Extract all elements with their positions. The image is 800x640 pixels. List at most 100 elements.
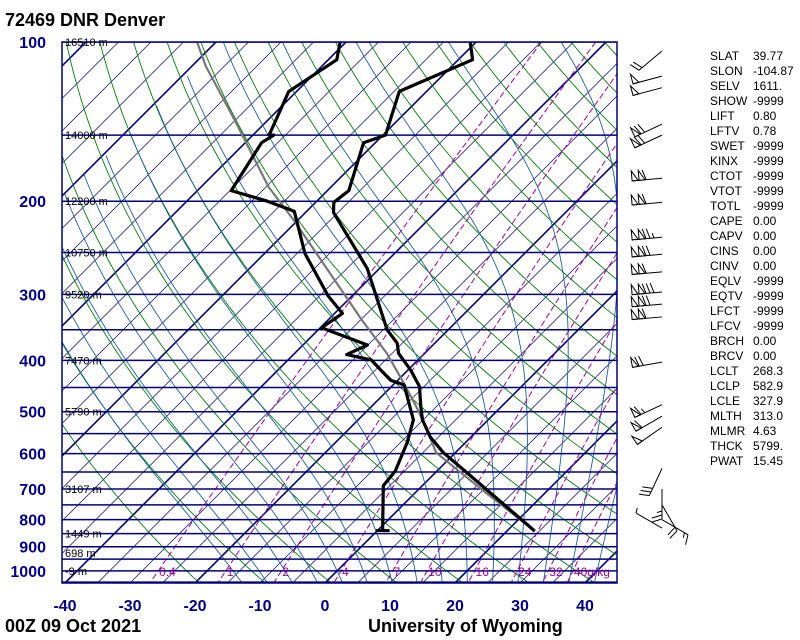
dry-adiabat-line — [65, 42, 464, 583]
mixing-ratio-line — [149, 42, 542, 583]
barb-feather — [638, 355, 644, 366]
wind-barb — [661, 519, 689, 545]
stat-row-lift: LIFT 0.80 — [710, 109, 794, 124]
barb-flag — [637, 282, 646, 295]
mixing-ratio-line — [510, 384, 617, 583]
barb-flag — [630, 282, 640, 296]
stat-value: 582.9 — [753, 379, 784, 393]
barb-flag — [637, 168, 646, 181]
stat-row-mlth: MLTH 313.0 — [710, 409, 794, 424]
barb-feather — [633, 406, 642, 415]
isotherm-line — [618, 42, 800, 583]
dry-adiabat-line — [335, 42, 617, 357]
isotherm-line — [487, 453, 617, 583]
stat-row-eqtv: EQTV -9999 — [710, 289, 794, 304]
barb-feather — [645, 228, 651, 239]
mixing-ratio-label: 16 — [476, 565, 490, 579]
stat-key: LFCV — [710, 319, 741, 333]
barb-flag — [629, 126, 642, 138]
isotherm-line — [227, 193, 617, 583]
stat-value: -9999 — [753, 94, 784, 108]
isotherm-line — [0, 42, 54, 583]
stat-key: EQTV — [710, 289, 743, 303]
moist-adiabat-line — [560, 42, 617, 583]
barb-feather — [637, 135, 646, 144]
stat-key: LCLP — [710, 379, 741, 393]
stat-key: SWET — [710, 139, 745, 153]
wind-barb — [661, 504, 678, 539]
height-label: 3107 m — [65, 484, 102, 496]
stat-key: LFTV — [710, 124, 740, 138]
stat-row-brch: BRCH 0.00 — [710, 334, 794, 349]
dry-adiabat-line — [233, 42, 617, 475]
temperature-tick-label: 20 — [446, 598, 464, 615]
mixing-ratio-line — [333, 142, 617, 583]
stat-value: 4.63 — [753, 424, 777, 438]
isotherm-line — [162, 128, 617, 583]
stat-row-slat: SLAT 39.77 — [710, 49, 794, 64]
isotherm-line — [292, 258, 617, 583]
stat-key: LFCT — [710, 304, 740, 318]
stat-value: 0.00 — [753, 214, 777, 228]
temperature-tick-label: -40 — [53, 598, 76, 615]
wind-barb — [630, 244, 663, 258]
pressure-tick-label: 200 — [19, 194, 46, 211]
mixing-ratio-label: 2 — [282, 565, 289, 579]
barb-staff — [661, 519, 689, 536]
height-label: 12200 m — [65, 196, 108, 208]
stat-row-capv: CAPV 0.00 — [710, 229, 794, 244]
stat-key: SLON — [710, 64, 743, 78]
stat-value: 0.00 — [753, 334, 777, 348]
pressure-tick-label: 1000 — [10, 564, 46, 581]
temperature-tick-label: 10 — [381, 598, 399, 615]
barb-feather — [645, 283, 651, 294]
wind-barb — [630, 50, 663, 71]
wind-barb — [629, 123, 663, 138]
stat-row-swet: SWET -9999 — [710, 139, 794, 154]
barb-flag — [629, 355, 640, 368]
isotherm-line — [62, 42, 379, 359]
height-label: 9520 m — [65, 289, 102, 301]
temperature-tick-label: -10 — [248, 598, 271, 615]
moist-adiabat-line — [62, 296, 268, 583]
barb-feather — [633, 136, 642, 146]
observation-time: 00Z 09 Oct 2021 — [5, 616, 142, 636]
wind-barb — [630, 262, 663, 276]
wind-barb — [630, 307, 663, 321]
stat-value: -9999 — [753, 154, 784, 168]
wind-barb — [630, 168, 663, 182]
barb-flag — [637, 307, 646, 320]
stat-value: -9999 — [753, 184, 784, 198]
wind-barb — [630, 282, 663, 296]
pressure-tick-label: 400 — [19, 353, 46, 370]
dry-adiabat-line — [62, 423, 200, 583]
mixing-ratio-line — [541, 436, 617, 583]
barb-flag — [630, 245, 640, 258]
mixing-ratio-label: 4 — [342, 565, 349, 579]
barb-half-feather — [682, 532, 686, 538]
wind-barb — [630, 227, 663, 241]
height-label: 698 m — [65, 548, 96, 560]
temperature-tick-label: 0 — [321, 598, 330, 615]
wind-barb — [651, 488, 663, 523]
stat-value: 0.00 — [753, 349, 777, 363]
stat-key: CTOT — [710, 169, 743, 183]
stat-key: CAPE — [710, 214, 743, 228]
barb-feather — [641, 295, 647, 306]
moist-adiabat-line — [105, 155, 368, 583]
isotherm-line — [62, 42, 217, 198]
stat-value: -9999 — [753, 169, 784, 183]
dry-adiabat-line — [435, 42, 617, 243]
wind-barb — [629, 404, 663, 419]
barb-feather — [669, 530, 678, 539]
barb-feather — [651, 518, 663, 523]
stat-row-slon: SLON -104.87 — [710, 64, 794, 79]
dry-adiabat-line — [402, 42, 617, 281]
dry-adiabat-line — [62, 153, 398, 583]
stat-value: 0.80 — [753, 109, 777, 123]
height-label: -9 m — [65, 566, 87, 578]
isotherm-line — [62, 42, 509, 489]
stat-value: -9999 — [753, 319, 784, 333]
barb-feather — [641, 169, 647, 180]
